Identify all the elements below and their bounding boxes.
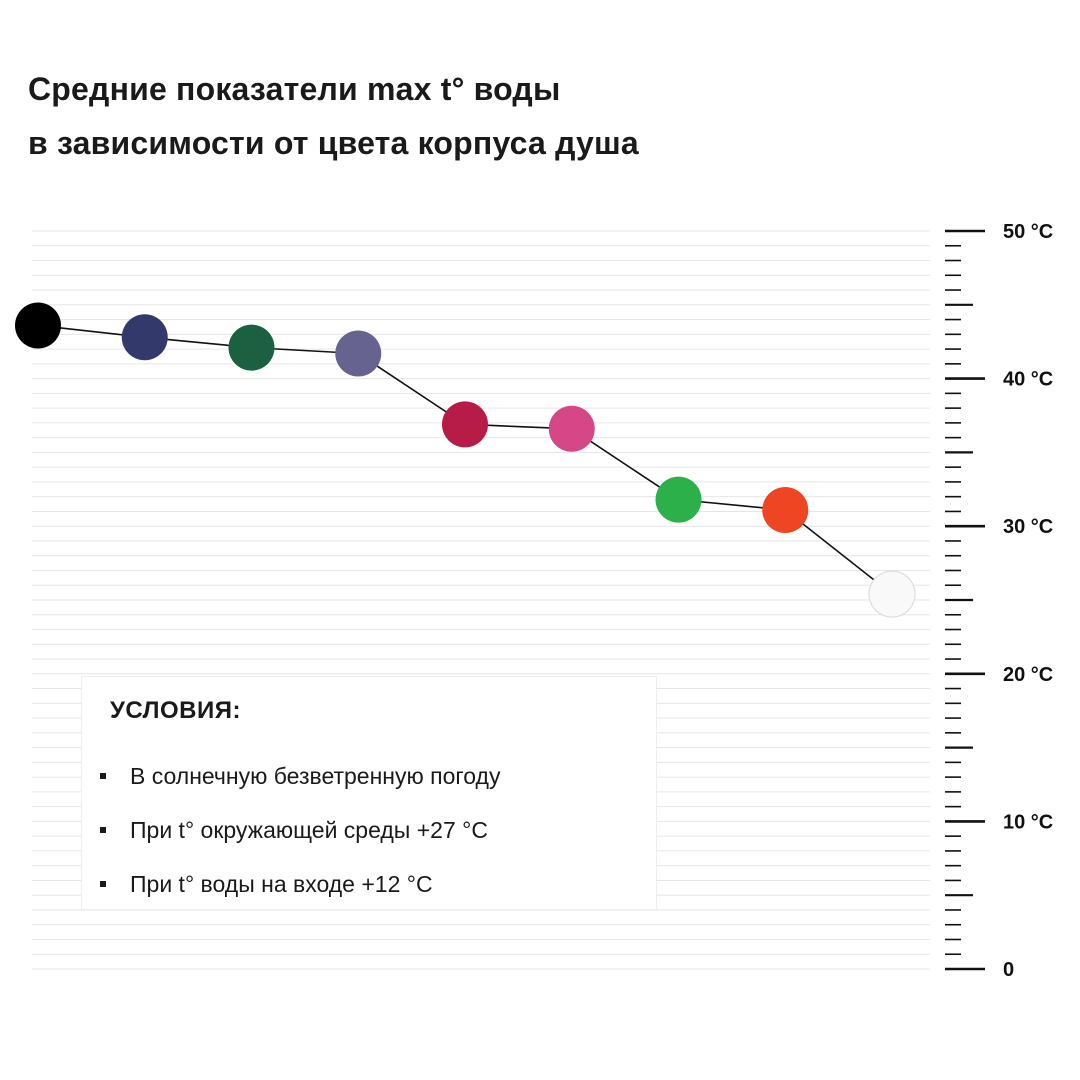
- chart-title: Средние показатели max t° воды в зависим…: [28, 62, 639, 170]
- y-tick-label: 0: [1003, 959, 1014, 981]
- y-tick-label: 40 °C: [1003, 369, 1053, 391]
- y-tick-label: 30 °C: [1003, 516, 1053, 538]
- chart-title-line-1: Средние показатели max t° воды: [28, 71, 561, 107]
- y-tick-label: 10 °C: [1003, 811, 1053, 833]
- data-series: [15, 302, 916, 618]
- series-line: [37, 324, 893, 595]
- data-point: [228, 324, 275, 371]
- conditions-heading: УСЛОВИЯ:: [110, 697, 241, 724]
- condition-text: При t° окружающей среды +27 °C: [130, 817, 488, 843]
- data-point: [548, 405, 595, 452]
- data-point: [15, 302, 61, 349]
- conditions-list: В солнечную безветренную погоду При t° о…: [98, 749, 500, 911]
- data-point: [335, 330, 382, 377]
- data-point: [442, 401, 488, 448]
- data-point: [121, 314, 168, 361]
- chart-title-line-2: в зависимости от цвета корпуса душа: [28, 125, 639, 161]
- bullet-icon: [100, 881, 106, 887]
- y-tick-label: 20 °C: [1003, 664, 1053, 686]
- condition-item: При t° окружающей среды +27 °C: [98, 803, 500, 857]
- conditions-panel: УСЛОВИЯ: В солнечную безветренную погоду…: [81, 676, 657, 910]
- data-point: [762, 486, 809, 533]
- condition-item: В солнечную безветренную погоду: [98, 749, 500, 803]
- bullet-icon: [100, 827, 106, 833]
- condition-text: В солнечную безветренную погоду: [130, 763, 501, 789]
- data-point: [868, 570, 916, 618]
- y-axis: 50 °C 40 °C 30 °C 20 °C 10 °C 0: [945, 221, 1053, 981]
- condition-text: При t° воды на входе +12 °C: [130, 871, 433, 897]
- bullet-icon: [100, 773, 106, 779]
- data-point: [655, 476, 702, 523]
- y-tick-label: 50 °C: [1003, 221, 1053, 243]
- condition-item: При t° воды на входе +12 °C: [98, 857, 500, 911]
